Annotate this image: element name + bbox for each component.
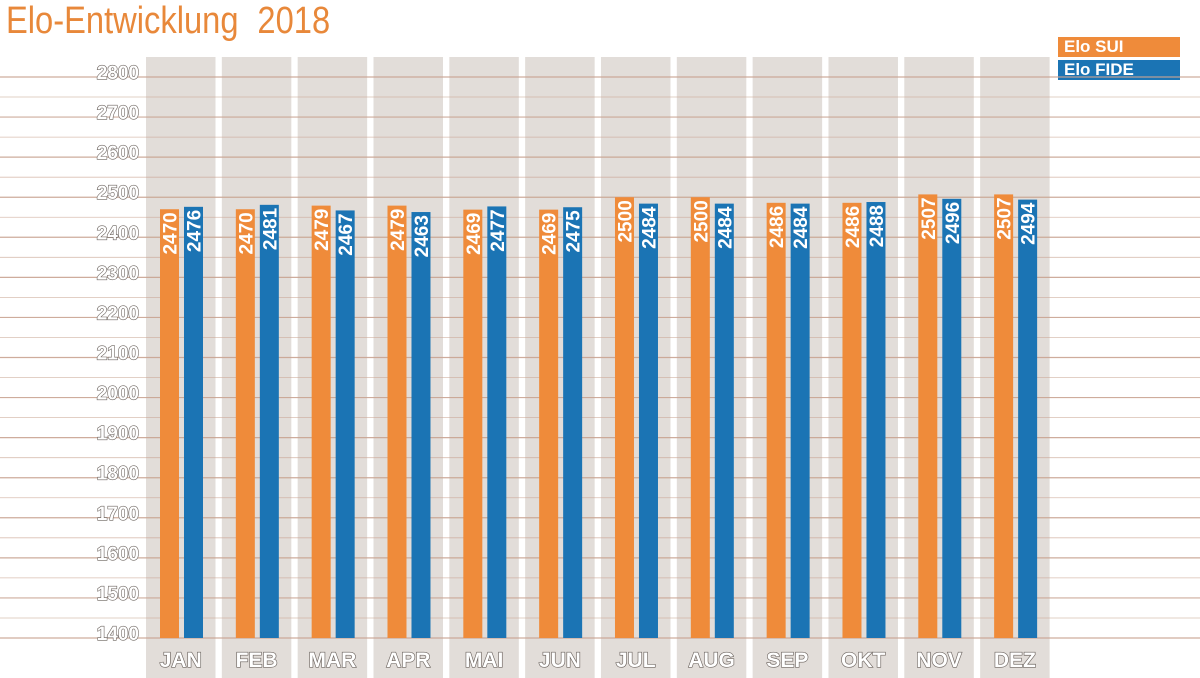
column-bg-feb: [221, 57, 292, 678]
x-tick-label-jan: JAN: [160, 649, 202, 672]
bar-sui-nov: [918, 194, 938, 638]
bar-fide-sep: [790, 203, 810, 638]
y-tick-label: 1600: [97, 544, 139, 565]
column-bg-mai: [449, 57, 519, 678]
bar-fide-dez: [1018, 199, 1038, 638]
bar-sui-dez: [994, 194, 1014, 638]
bar-sui-mar: [311, 205, 331, 639]
bar-fide-apr: [411, 212, 431, 638]
value-label-fide-feb: 2481: [260, 207, 281, 250]
bar-sui-feb: [235, 209, 255, 638]
bar-sui-okt: [842, 202, 862, 638]
value-label-fide-dez: 2494: [1019, 202, 1040, 245]
y-tick-label: 2100: [97, 344, 139, 365]
y-tick-label: 2500: [97, 183, 139, 204]
bar-fide-aug: [714, 203, 734, 638]
column-bg-okt: [828, 57, 898, 678]
y-tick-label: 2600: [97, 143, 139, 164]
value-label-fide-jun: 2475: [564, 210, 585, 253]
bar-fide-jul: [638, 203, 658, 638]
x-tick-label-sep: SEP: [766, 649, 808, 672]
chart-subtitle-year: 2018: [257, 0, 331, 42]
x-tick-label-aug: AUG: [688, 649, 735, 672]
value-label-fide-nov: 2496: [943, 202, 964, 244]
y-tick-label: 2700: [97, 103, 139, 124]
value-label-sui-aug: 2500: [691, 200, 712, 242]
value-label-sui-feb: 2470: [236, 212, 257, 254]
x-tick-label-jul: JUL: [616, 649, 656, 672]
column-bg-nov: [904, 57, 974, 678]
column-bg-dez: [980, 57, 1050, 678]
bar-fide-mar: [335, 210, 355, 638]
bar-fide-mai: [487, 206, 507, 638]
y-tick-label: 2200: [97, 303, 139, 324]
x-tick-label-mai: MAI: [465, 649, 504, 672]
bar-sui-mai: [463, 209, 483, 639]
chart-title: Elo-Entwicklung 2018: [6, 0, 330, 43]
column-bg-jun: [525, 57, 595, 678]
value-label-sui-dez: 2507: [995, 197, 1016, 239]
y-tick-label: 1700: [97, 504, 139, 525]
column-bg-sep: [752, 57, 823, 678]
value-label-sui-mai: 2469: [464, 213, 485, 255]
value-label-fide-aug: 2484: [715, 206, 736, 249]
value-label-fide-mar: 2467: [336, 213, 357, 255]
bar-sui-apr: [387, 205, 407, 639]
x-tick-label-jun: JUN: [539, 649, 581, 672]
column-bg-jan: [146, 57, 216, 678]
x-tick-label-feb: FEB: [236, 649, 278, 672]
value-label-fide-okt: 2488: [867, 205, 888, 247]
value-label-fide-apr: 2463: [412, 215, 433, 257]
y-tick-label: 1500: [97, 584, 139, 605]
y-tick-label: 1400: [97, 624, 139, 645]
value-label-fide-jan: 2476: [184, 210, 205, 252]
x-tick-label-mar: MAR: [308, 649, 356, 672]
value-label-sui-sep: 2486: [767, 206, 788, 248]
bar-sui-jan: [160, 209, 179, 638]
column-bg-mar: [297, 57, 368, 678]
y-tick-label: 2400: [97, 223, 139, 244]
value-label-fide-jul: 2484: [639, 206, 660, 249]
bar-sui-sep: [766, 202, 786, 638]
x-tick-label-okt: OKT: [841, 649, 886, 672]
value-label-sui-jun: 2469: [540, 213, 561, 255]
y-tick-label: 2300: [97, 263, 139, 284]
value-label-sui-okt: 2486: [843, 206, 864, 248]
legend-item-elo-fide: Elo FIDE: [1058, 60, 1180, 80]
x-tick-label-nov: NOV: [916, 649, 962, 672]
bar-fide-feb: [259, 204, 279, 638]
y-tick-label: 1800: [97, 464, 139, 485]
value-label-fide-sep: 2484: [791, 206, 812, 249]
y-tick-label: 2000: [97, 384, 139, 405]
y-tick-label: 2800: [97, 63, 139, 84]
legend: Elo SUI Elo FIDE: [1058, 37, 1180, 83]
column-bg-aug: [676, 57, 747, 678]
value-label-sui-apr: 2479: [388, 209, 409, 251]
bar-fide-nov: [942, 198, 962, 638]
x-tick-label-apr: APR: [386, 649, 430, 672]
bar-fide-jun: [563, 207, 583, 638]
value-label-sui-nov: 2507: [919, 197, 940, 239]
bar-sui-aug: [690, 197, 710, 638]
bar-sui-jul: [614, 197, 634, 638]
bar-fide-okt: [866, 202, 886, 638]
value-label-sui-jul: 2500: [615, 200, 636, 242]
chart-title-text: Elo-Entwicklung: [6, 0, 239, 42]
value-label-fide-mai: 2477: [488, 209, 509, 251]
y-tick-label: 1900: [97, 424, 139, 445]
column-bg-jul: [600, 57, 671, 678]
bar-sui-jun: [539, 209, 559, 639]
column-bg-apr: [373, 57, 443, 678]
value-label-sui-mar: 2479: [312, 209, 333, 251]
bar-fide-jan: [184, 206, 203, 638]
legend-item-elo-sui: Elo SUI: [1058, 37, 1180, 57]
x-tick-label-dez: DEZ: [994, 649, 1036, 672]
value-label-sui-jan: 2470: [161, 212, 182, 254]
